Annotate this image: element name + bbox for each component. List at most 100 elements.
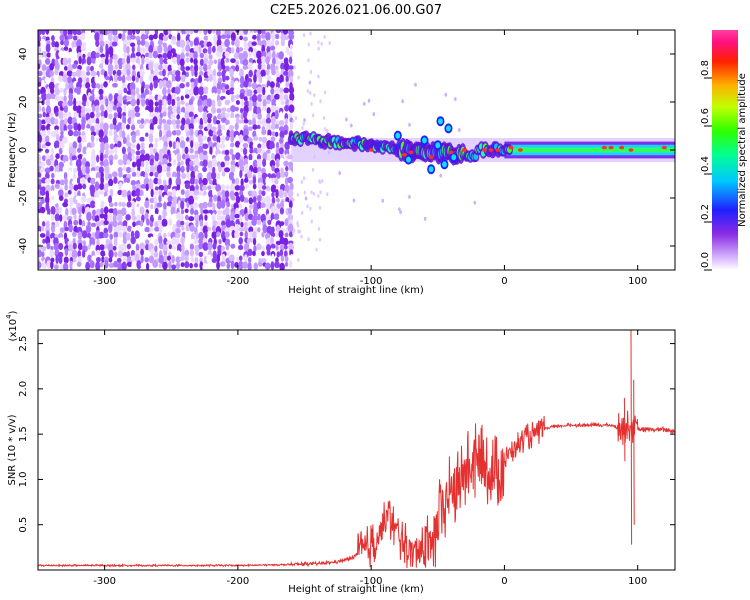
noise-blob bbox=[82, 63, 87, 72]
noise-blob bbox=[100, 110, 106, 118]
noise-blob bbox=[41, 56, 47, 66]
noise-blob bbox=[113, 47, 119, 53]
noise-blob bbox=[257, 261, 263, 267]
noise-blob bbox=[72, 51, 79, 57]
noise-blob bbox=[234, 38, 241, 49]
noise-blob bbox=[204, 231, 208, 240]
noise-blob bbox=[68, 92, 74, 101]
noise-blob bbox=[239, 122, 244, 132]
noise-blob bbox=[248, 105, 252, 112]
noise-blob bbox=[243, 177, 249, 183]
noise-blob bbox=[321, 179, 324, 184]
snr-x-tick-label: -200 bbox=[227, 576, 250, 587]
noise-blob bbox=[45, 184, 51, 193]
noise-blob bbox=[198, 86, 205, 96]
noise-blob bbox=[176, 220, 182, 228]
noise-blob bbox=[168, 260, 172, 270]
noise-blob bbox=[318, 205, 322, 210]
noise-blob bbox=[64, 142, 69, 148]
noise-blob bbox=[56, 133, 60, 143]
noise-blob bbox=[203, 63, 208, 72]
noise-blob bbox=[162, 261, 168, 270]
noise-blob bbox=[130, 98, 137, 107]
noise-blob bbox=[121, 74, 126, 85]
noise-blob bbox=[152, 260, 159, 268]
noise-blob bbox=[71, 71, 78, 77]
noise-blob bbox=[186, 172, 190, 180]
noise-blob bbox=[261, 185, 267, 190]
noise-blob bbox=[208, 180, 214, 185]
noise-blob bbox=[185, 137, 190, 142]
noise-blob bbox=[257, 213, 261, 222]
noise-blob bbox=[180, 100, 185, 105]
noise-blob bbox=[98, 166, 104, 174]
noise-blob bbox=[247, 62, 254, 71]
noise-blob bbox=[167, 195, 174, 203]
noise-blob bbox=[46, 52, 52, 58]
noise-blob bbox=[157, 125, 162, 130]
noise-blob bbox=[64, 248, 69, 257]
noise-blob bbox=[50, 205, 56, 216]
noise-blob bbox=[55, 111, 59, 117]
noise-blob bbox=[136, 158, 142, 169]
noise-blob bbox=[95, 117, 100, 126]
noise-blob bbox=[225, 119, 230, 126]
noise-blob bbox=[193, 238, 199, 245]
noise-blob bbox=[193, 58, 198, 66]
noise-blob bbox=[198, 30, 203, 35]
noise-blob bbox=[246, 113, 253, 121]
noise-blob bbox=[194, 70, 198, 77]
noise-blob bbox=[289, 56, 293, 65]
noise-blob bbox=[55, 203, 59, 208]
noise-blob bbox=[78, 55, 82, 65]
noise-blob bbox=[140, 149, 146, 155]
noise-blob bbox=[150, 188, 154, 198]
noise-blob bbox=[90, 222, 97, 228]
noise-blob bbox=[126, 166, 132, 174]
noise-blob bbox=[136, 238, 140, 246]
noise-blob bbox=[216, 231, 221, 237]
noise-blob bbox=[306, 204, 309, 209]
noise-blob bbox=[285, 75, 289, 83]
noise-blob bbox=[94, 190, 100, 199]
snr-x-ticks: -300 -200 -100 0 100 bbox=[93, 330, 647, 587]
noise-blob bbox=[212, 202, 216, 212]
noise-blob bbox=[326, 129, 329, 134]
noise-blob bbox=[171, 74, 176, 84]
noise-blob bbox=[38, 236, 41, 246]
noise-blob bbox=[62, 154, 69, 164]
noise-blob bbox=[372, 112, 376, 117]
noise-blob bbox=[280, 32, 286, 42]
noise-blob bbox=[104, 165, 111, 175]
noise-blob bbox=[288, 104, 295, 113]
noise-blob bbox=[122, 220, 128, 228]
snr-panel: -300 -200 -100 0 100 0.51.01.52.02.5 Height … bbox=[5, 310, 676, 595]
noise-blob bbox=[283, 70, 289, 76]
noise-blob bbox=[140, 171, 146, 178]
noise-blob bbox=[278, 51, 284, 60]
noise-blob bbox=[68, 243, 74, 253]
noise-blob bbox=[266, 63, 271, 71]
noise-blob bbox=[251, 82, 258, 90]
noise-blob bbox=[216, 81, 222, 91]
noise-blob bbox=[114, 201, 118, 207]
noise-blob bbox=[140, 195, 145, 201]
noise-blob bbox=[131, 216, 137, 221]
noise-blob bbox=[85, 46, 90, 54]
noise-blob bbox=[94, 215, 100, 223]
noise-blob bbox=[130, 42, 136, 47]
noise-blob bbox=[203, 35, 209, 41]
noise-blob bbox=[195, 219, 199, 228]
noise-blob bbox=[257, 63, 262, 70]
noise-blob bbox=[67, 136, 72, 145]
snr-content bbox=[38, 330, 675, 569]
noise-blob bbox=[136, 259, 142, 270]
noise-blob bbox=[260, 33, 267, 39]
noise-blob bbox=[104, 244, 109, 249]
noise-blob bbox=[161, 105, 168, 114]
noise-blob bbox=[221, 129, 226, 135]
noise-blob bbox=[176, 123, 180, 129]
noise-blob bbox=[114, 146, 118, 155]
noise-blob bbox=[189, 177, 196, 185]
noise-blob bbox=[58, 71, 64, 77]
